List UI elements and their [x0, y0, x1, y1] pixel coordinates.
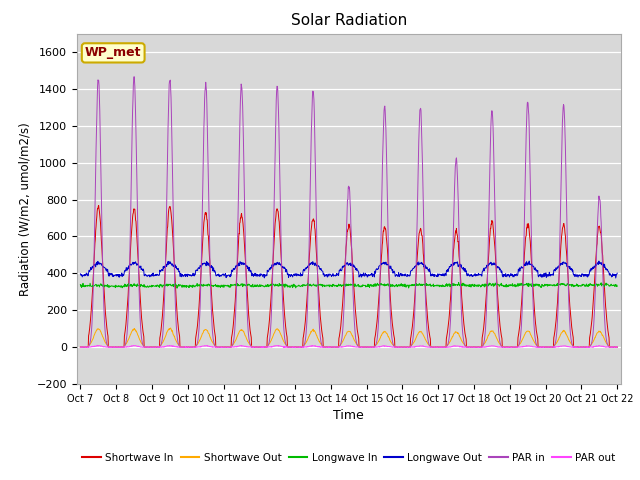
Title: Solar Radiation: Solar Radiation [291, 13, 407, 28]
X-axis label: Time: Time [333, 409, 364, 422]
Text: WP_met: WP_met [85, 47, 141, 60]
Legend: Shortwave In, Shortwave Out, Longwave In, Longwave Out, PAR in, PAR out: Shortwave In, Shortwave Out, Longwave In… [78, 449, 620, 467]
Y-axis label: Radiation (W/m2, umol/m2/s): Radiation (W/m2, umol/m2/s) [18, 122, 31, 296]
